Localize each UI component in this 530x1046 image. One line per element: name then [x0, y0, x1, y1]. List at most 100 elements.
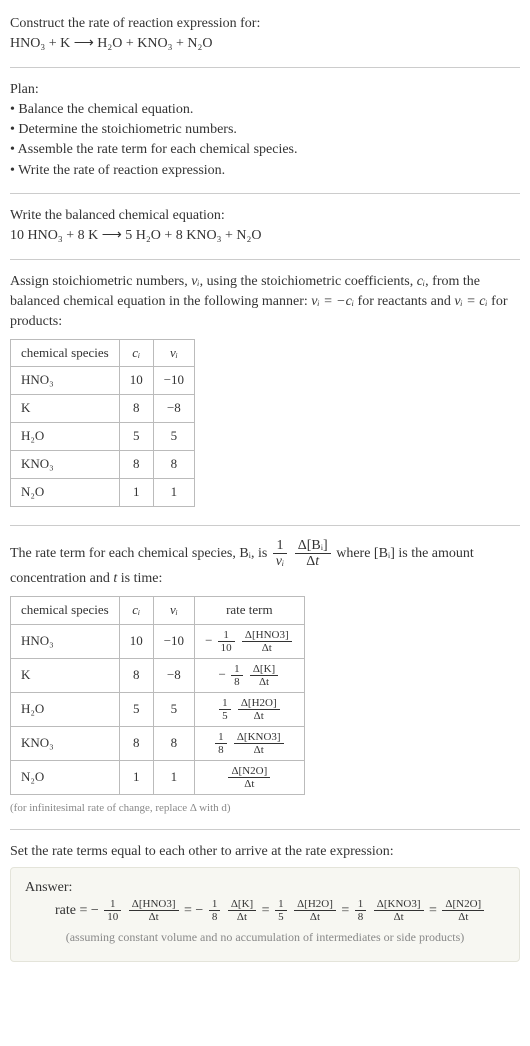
- cell: −10: [153, 624, 194, 658]
- fraction: Δ[Bᵢ] Δt: [295, 538, 331, 570]
- sign: −: [195, 903, 206, 918]
- table-row: HNO₃10−10− 110 Δ[HNO3]Δt: [11, 624, 305, 658]
- plan-item: • Write the rate of reaction expression.: [10, 161, 520, 181]
- denominator: Δt: [250, 676, 278, 688]
- fraction: 1 νᵢ: [273, 538, 287, 570]
- sign: −: [91, 903, 102, 918]
- sign: −: [205, 632, 216, 647]
- cell: −8: [153, 658, 194, 692]
- denominator: Δt: [238, 710, 280, 722]
- table-row: KNO₃88: [11, 450, 195, 478]
- fraction: 15: [219, 697, 231, 722]
- cell: 8: [119, 450, 153, 478]
- denominator: 8: [231, 676, 243, 688]
- numerator: Δ[H2O]: [238, 697, 280, 710]
- assign-text: Assign stoichiometric numbers, νᵢ, using…: [10, 272, 520, 333]
- divider: [10, 259, 520, 260]
- table-row: H₂O55: [11, 423, 195, 451]
- fraction: 110: [218, 629, 235, 654]
- col-header: chemical species: [11, 596, 120, 624]
- denominator: Δt: [242, 642, 292, 654]
- divider: [10, 67, 520, 68]
- numerator: Δ[KNO3]: [234, 731, 284, 744]
- denominator: Δt: [295, 554, 331, 569]
- cell: K: [11, 395, 120, 423]
- table-row: N₂O11 Δ[N2O]Δt: [11, 761, 305, 795]
- numerator: 1: [104, 898, 121, 911]
- text: The rate term for each chemical species,…: [10, 546, 271, 561]
- fraction: Δ[H2O]Δt: [294, 898, 336, 923]
- fraction: Δ[HNO3]Δt: [129, 898, 179, 923]
- cell: 1: [153, 478, 194, 506]
- numerator: Δ[H2O]: [294, 898, 336, 911]
- table-header-row: chemical species cᵢ νᵢ: [11, 339, 195, 367]
- numerator: Δ[N2O]: [228, 765, 270, 778]
- answer-heading: Answer:: [25, 878, 505, 898]
- numerator: Δ[HNO3]: [129, 898, 179, 911]
- denominator: Δt: [442, 911, 484, 923]
- stoich-table: chemical species cᵢ νᵢ HNO₃10−10 K8−8 H₂…: [10, 339, 195, 507]
- fraction: 18: [209, 898, 221, 923]
- cell: KNO₃: [11, 727, 120, 761]
- denominator: 8: [209, 911, 221, 923]
- cell: 8: [119, 395, 153, 423]
- rule: νᵢ = cᵢ: [454, 294, 487, 309]
- cell: 1: [119, 761, 153, 795]
- balanced-section: Write the balanced chemical equation: 10…: [10, 200, 520, 253]
- fraction: Δ[KNO3]Δt: [234, 731, 284, 756]
- cell: 5: [119, 692, 153, 726]
- cell: 5: [153, 423, 194, 451]
- col-header: chemical species: [11, 339, 120, 367]
- cell: KNO₃: [11, 450, 120, 478]
- denominator: 5: [219, 710, 231, 722]
- numerator: 1: [355, 898, 367, 911]
- numerator: 1: [219, 697, 231, 710]
- col-header-label: νᵢ: [170, 345, 178, 360]
- text: Assign stoichiometric numbers,: [10, 274, 191, 289]
- divider: [10, 525, 520, 526]
- denominator: Δt: [294, 911, 336, 923]
- sign: −: [219, 666, 230, 681]
- table-row: H₂O5515 Δ[H2O]Δt: [11, 692, 305, 726]
- cell: HNO₃: [11, 367, 120, 395]
- rateterm-text: The rate term for each chemical species,…: [10, 538, 520, 590]
- cell: 8: [119, 658, 153, 692]
- sym-nu-i: νᵢ: [191, 274, 199, 289]
- set-section: Set the rate terms equal to each other t…: [10, 836, 520, 967]
- fraction: 15: [275, 898, 287, 923]
- table-header-row: chemical species cᵢ νᵢ rate term: [11, 596, 305, 624]
- fraction: Δ[HNO3]Δt: [242, 629, 292, 654]
- numerator: 1: [275, 898, 287, 911]
- col-header-label: νᵢ: [170, 602, 178, 617]
- cell: 8: [153, 450, 194, 478]
- equals: =: [258, 903, 273, 918]
- fraction: Δ[H2O]Δt: [238, 697, 280, 722]
- sym-c-i: cᵢ: [417, 274, 425, 289]
- assign-section: Assign stoichiometric numbers, νᵢ, using…: [10, 266, 520, 519]
- table-note: (for infinitesimal rate of change, repla…: [10, 801, 520, 817]
- answer-note: (assuming constant volume and no accumul…: [25, 929, 505, 946]
- denominator: 5: [275, 911, 287, 923]
- table-row: K8−8: [11, 395, 195, 423]
- cell: N₂O: [11, 478, 120, 506]
- denominator: 10: [104, 911, 121, 923]
- equals: =: [426, 903, 441, 918]
- balanced-equation: 10 HNO₃ + 8 K ⟶ 5 H₂O + 8 KNO₃ + N₂O: [10, 226, 520, 246]
- rate-prefix: rate =: [55, 903, 91, 918]
- table-row: KNO₃8818 Δ[KNO3]Δt: [11, 727, 305, 761]
- text: is time:: [117, 571, 162, 586]
- text: for reactants and: [354, 294, 454, 309]
- numerator: Δ[Bᵢ]: [295, 538, 331, 554]
- cell-rate-term: − 18 Δ[K]Δt: [195, 658, 305, 692]
- answer-equation: rate = − 110 Δ[HNO3]Δt = − 18 Δ[K]Δt = 1…: [25, 898, 505, 923]
- denominator: Δt: [374, 911, 424, 923]
- cell: 5: [119, 423, 153, 451]
- denominator: 8: [355, 911, 367, 923]
- table-row: HNO₃10−10: [11, 367, 195, 395]
- col-header: rate term: [195, 596, 305, 624]
- fraction: Δ[N2O]Δt: [228, 765, 270, 790]
- plan-heading: Plan:: [10, 80, 520, 100]
- denominator: Δt: [234, 744, 284, 756]
- rule: νᵢ = −cᵢ: [311, 294, 354, 309]
- col-header-label: cᵢ: [132, 345, 140, 360]
